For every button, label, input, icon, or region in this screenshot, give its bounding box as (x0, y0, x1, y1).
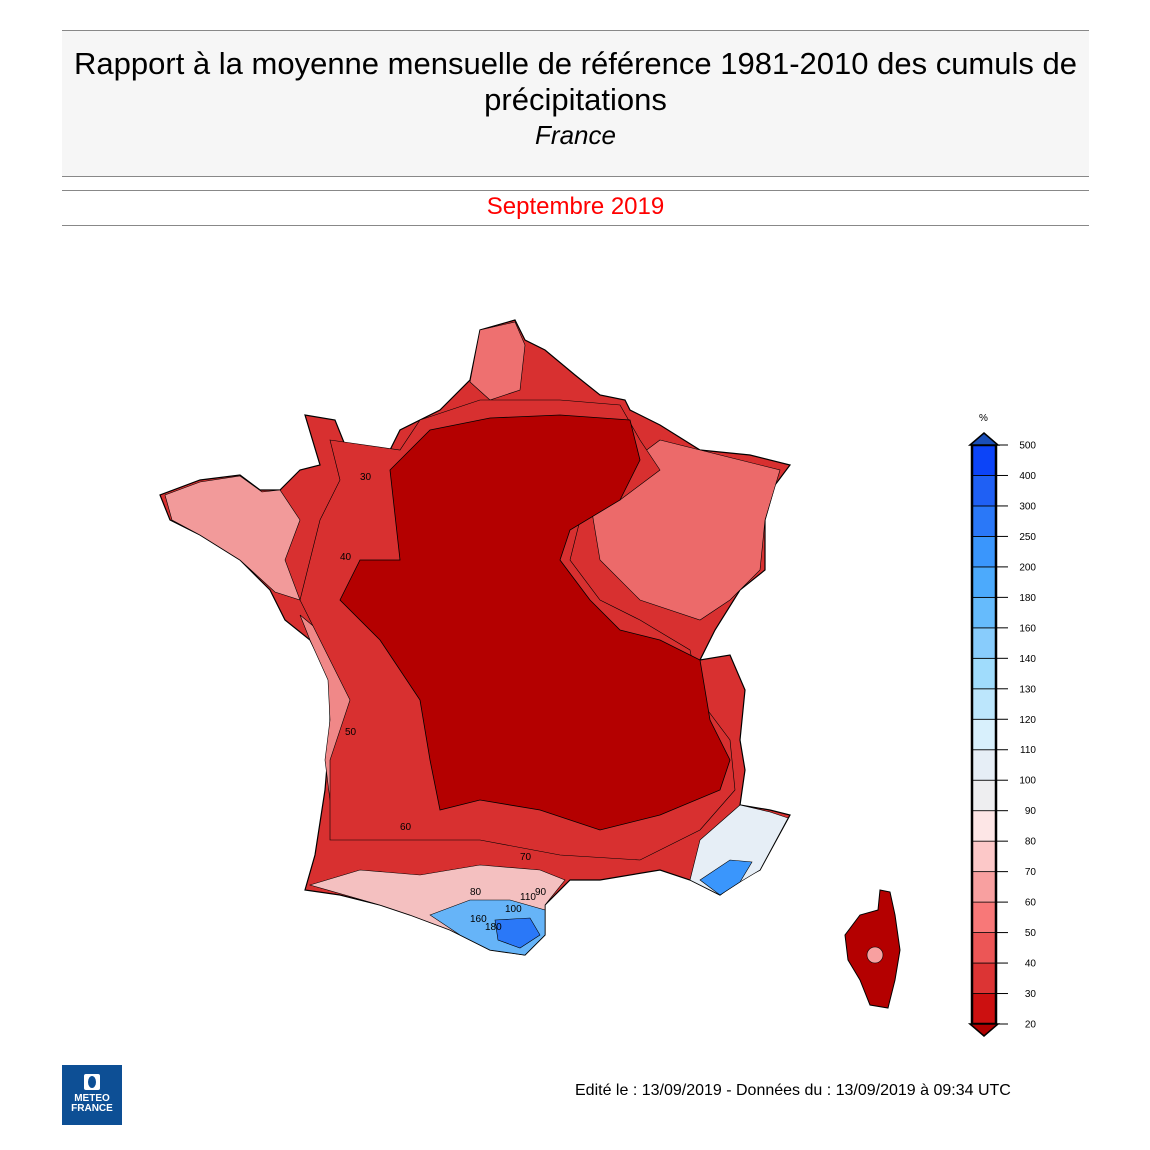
legend-tick-label: 100 (1019, 776, 1036, 787)
contour-label: 180 (485, 922, 502, 933)
legend-bin (971, 810, 997, 842)
legend-tick-label: 80 (1025, 837, 1037, 848)
legend-bin (971, 566, 997, 598)
legend-tick-label: 200 (1019, 562, 1036, 573)
legend-bin (971, 932, 997, 964)
map-region: France (535, 120, 616, 150)
contour-label: 110 (520, 892, 536, 903)
legend-bin (971, 596, 997, 629)
contour-label: 60 (400, 822, 412, 833)
contour-label: 90 (535, 887, 547, 898)
title-box: Rapport à la moyenne mensuelle de référe… (62, 30, 1089, 177)
legend-bin (971, 840, 997, 873)
legend-tick-label: 60 (1025, 898, 1037, 909)
contour-label: 100 (505, 904, 522, 915)
legend-bin (971, 688, 997, 720)
edition-footer: Edité le : 13/09/2019 - Données du : 13/… (575, 1082, 1011, 1099)
legend-bin (971, 627, 997, 659)
legend-bin (971, 475, 997, 507)
legend-bin (971, 871, 997, 903)
legend-bin (971, 657, 997, 690)
legend-bin (971, 536, 997, 568)
legend-tick-label: 110 (1020, 745, 1036, 756)
map-title: Rapport à la moyenne mensuelle de référe… (74, 46, 1077, 117)
legend-tick-label: 300 (1019, 501, 1036, 512)
color-legend: % 20 30 40 50 60 70 80 90 100 110 120 130 140 160 180 2… (967, 413, 1037, 1037)
legend-tick-label: 180 (1019, 593, 1036, 604)
dry-core-zone (339, 414, 731, 831)
logo-line2: FRANCE (71, 1103, 113, 1114)
legend-tick-label: 20 (1025, 1020, 1037, 1031)
legend-tick-label: 120 (1019, 715, 1036, 726)
legend-tick-label: 30 (1025, 989, 1037, 1000)
legend-tick-label: 250 (1019, 532, 1036, 543)
legend-tick-label: 160 (1019, 623, 1036, 634)
legend-tick-label: 500 (1019, 441, 1036, 452)
brittany-pink-zone (164, 475, 301, 601)
contour-label: 70 (520, 852, 532, 863)
contour-label: 40 (340, 552, 352, 563)
france-map (159, 319, 901, 1009)
meteo-france-logo: METEO FRANCE (62, 1065, 122, 1125)
pyrenees-dark-blue-zone (494, 917, 541, 949)
legend-tick-label: 50 (1025, 928, 1037, 939)
corsica-wet-spot (866, 946, 884, 964)
legend-bin (971, 749, 997, 781)
legend-bin (971, 505, 997, 537)
legend-tick-label: 130 (1019, 684, 1036, 695)
legend-unit: % (979, 413, 988, 424)
logo-symbol-icon (84, 1074, 100, 1090)
legend-bin (971, 901, 997, 933)
legend-over-arrow (967, 432, 1001, 446)
legend-under-arrow (967, 1023, 1001, 1037)
contour-label: 30 (360, 472, 372, 483)
legend-tick-label: 40 (1025, 959, 1037, 970)
legend-tick-label: 70 (1025, 867, 1037, 878)
contour-label: 50 (345, 727, 357, 738)
cote-azur-blue-zone (699, 859, 753, 896)
legend-tick-label: 140 (1019, 654, 1036, 665)
contour-label: 80 (470, 887, 482, 898)
contour-label: 160 (470, 914, 487, 925)
legend-tick-label: 400 (1019, 471, 1036, 482)
north-pink-zone (469, 321, 526, 401)
legend-bin (971, 779, 997, 812)
legend-bin (971, 718, 997, 751)
legend-bin (971, 962, 997, 994)
logo-line1: METEO (74, 1093, 110, 1104)
legend-tick-label: 90 (1025, 806, 1037, 817)
period-box: Septembre 2019 (62, 190, 1089, 226)
period-label: Septembre 2019 (486, 193, 665, 220)
legend-bin (971, 444, 997, 476)
legend-bin (971, 993, 997, 1025)
